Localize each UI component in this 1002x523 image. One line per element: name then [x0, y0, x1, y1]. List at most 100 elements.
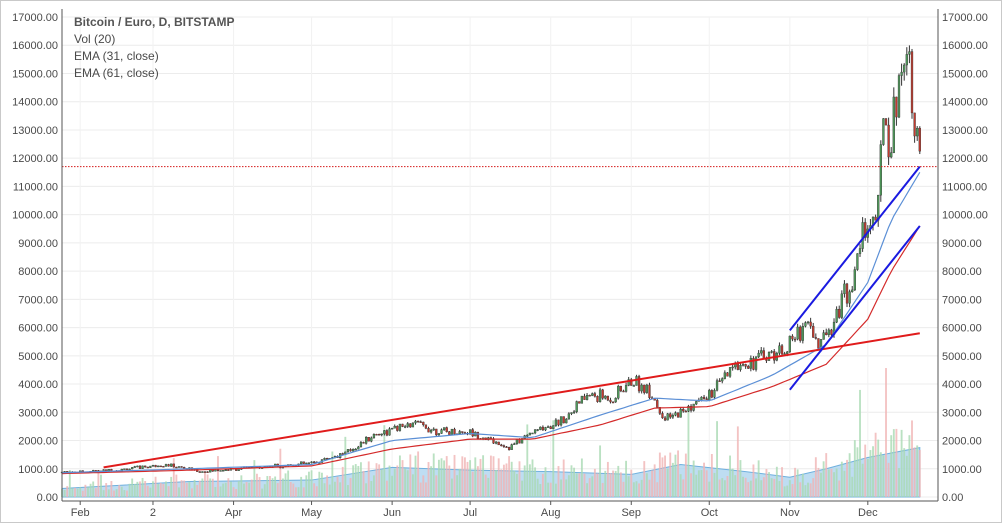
- candle: [853, 269, 856, 291]
- volume-bar: [918, 450, 921, 497]
- volume-bar: [461, 456, 464, 497]
- volume-bar: [606, 461, 609, 497]
- candle: [809, 321, 812, 327]
- volume-bar: [305, 475, 308, 497]
- y-tick-label-left: 8000.00: [18, 266, 58, 278]
- candle: [676, 412, 680, 418]
- volume-bar: [632, 482, 635, 497]
- candle: [362, 442, 365, 444]
- volume-bar: [822, 461, 825, 497]
- candle: [359, 442, 363, 448]
- volume-bar: [827, 469, 830, 497]
- volume-bar: [684, 453, 687, 497]
- volume-bar: [336, 476, 339, 497]
- volume-legend[interactable]: Vol (20): [74, 32, 116, 46]
- volume-bar: [749, 480, 752, 497]
- ema-fast-legend[interactable]: EMA (31, close): [74, 49, 159, 63]
- candle: [572, 411, 576, 413]
- volume-bar: [411, 474, 414, 497]
- y-tick-label-left: 12000.00: [12, 153, 58, 165]
- volume-bar: [539, 484, 542, 497]
- y-tick-label-right: 14000.00: [942, 97, 988, 109]
- volume-bar: [916, 445, 919, 497]
- y-axis-right: 17000.00 16000.00 15000.00 14000.00 13000.00…: [937, 9, 988, 504]
- candle: [892, 96, 895, 153]
- candle: [580, 395, 584, 404]
- volume-bar: [809, 483, 812, 497]
- ema-slow-legend[interactable]: EMA (61, close): [74, 66, 159, 80]
- volume-bar: [263, 484, 266, 497]
- trendlines[interactable]: [62, 166, 938, 469]
- volume-bar: [339, 482, 342, 497]
- candle: [206, 471, 209, 473]
- volume-bar: [799, 482, 802, 497]
- volume-bar: [788, 480, 791, 497]
- volume-bar: [508, 456, 511, 497]
- volume-bar: [586, 483, 589, 497]
- volume-bar: [261, 488, 264, 497]
- candle: [760, 350, 763, 354]
- candle: [458, 431, 461, 434]
- volume-bar: [352, 465, 355, 497]
- candle: [198, 471, 201, 473]
- volume-bar: [393, 468, 396, 497]
- candle: [770, 351, 773, 353]
- candle: [635, 376, 638, 386]
- symbol-title[interactable]: Bitcoin / Euro, D, BITSTAMP: [74, 15, 235, 29]
- blue-trendline-1[interactable]: [789, 166, 921, 332]
- volume-bar: [718, 479, 721, 497]
- candle: [601, 389, 604, 399]
- volume-bar: [716, 421, 718, 497]
- volume-bar: [214, 486, 217, 497]
- candle: [237, 469, 240, 471]
- volume-bar: [846, 459, 848, 497]
- candle: [505, 446, 508, 448]
- volume-bar: [326, 475, 329, 497]
- volume-bar: [495, 470, 498, 497]
- volume-bar: [580, 458, 583, 497]
- y-tick-label-left: 16000.00: [12, 40, 58, 52]
- volume-bar: [471, 471, 474, 497]
- volume-bar: [687, 408, 690, 497]
- candle: [565, 418, 568, 424]
- volume-bar: [253, 460, 256, 497]
- candle: [897, 75, 901, 118]
- candle: [788, 335, 791, 353]
- volume-bar: [297, 487, 300, 497]
- candle: [903, 64, 906, 73]
- volume-bar: [463, 457, 466, 497]
- candle: [682, 408, 685, 412]
- y-tick-label-left: 3000.00: [18, 407, 58, 419]
- volume-bar: [500, 469, 503, 497]
- volume-bar: [872, 446, 874, 497]
- red-trendline[interactable]: [103, 332, 920, 469]
- volume-bar: [885, 368, 887, 497]
- volume-bar: [193, 479, 196, 497]
- volume-bar: [796, 469, 799, 497]
- candle: [494, 441, 498, 444]
- volume-bar: [528, 464, 531, 497]
- candle: [398, 423, 402, 431]
- volume-bar: [388, 465, 391, 497]
- volume-bar: [89, 483, 92, 497]
- candle: [344, 451, 347, 455]
- volume-bar: [300, 476, 303, 497]
- volume-bar: [900, 429, 903, 497]
- candle: [510, 444, 513, 450]
- candle: [648, 384, 651, 398]
- volume-bar: [107, 489, 110, 497]
- volume-bar: [825, 453, 828, 497]
- candle: [851, 289, 854, 292]
- blue-trendline-2[interactable]: [789, 225, 921, 391]
- volume-bar: [313, 483, 316, 497]
- volume-bar: [474, 457, 477, 497]
- candle: [102, 469, 105, 472]
- volume-bar: [859, 389, 861, 497]
- x-tick-label: Oct: [701, 507, 718, 519]
- volume-bar: [188, 481, 191, 497]
- volume-bar: [851, 476, 854, 497]
- candle: [323, 458, 326, 460]
- candle: [840, 293, 843, 318]
- volume-bar: [295, 487, 297, 497]
